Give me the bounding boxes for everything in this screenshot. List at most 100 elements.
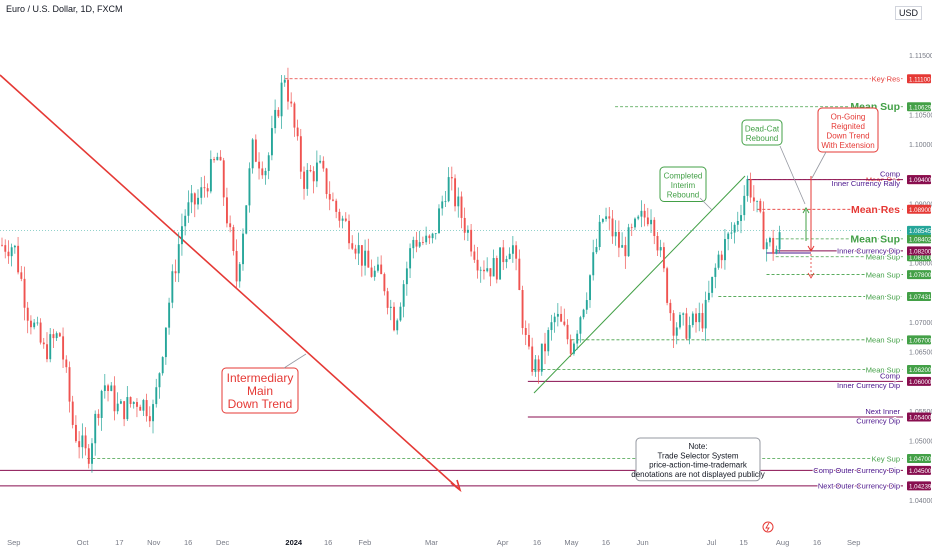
level-value-tag: [907, 234, 931, 244]
level-label: Mean Sup: [866, 292, 900, 301]
candle-body: [630, 227, 633, 229]
x-tick-label: 17: [115, 538, 123, 547]
price-tag-label: 1.08200: [909, 248, 932, 255]
solid-level-value-tag: [907, 465, 931, 475]
price-tag-label: 1.04500: [909, 468, 932, 475]
downtrend-arrowhead: [450, 479, 462, 493]
candle-body: [251, 139, 254, 169]
dead-cat-annotation-text: Dead-Cat: [745, 124, 780, 133]
downtrend-annotation-text: Down Trend: [228, 397, 293, 411]
candle-body: [187, 202, 190, 216]
candle-body: [123, 401, 126, 420]
note-box-text: denotations are not displayed publicly: [631, 470, 764, 479]
candle-body: [682, 313, 685, 315]
candle-body: [765, 242, 768, 250]
candle-body: [113, 385, 116, 412]
x-tick-label: Mar: [425, 538, 438, 547]
level-label: Mean Res: [851, 204, 900, 216]
candle-body: [171, 271, 174, 303]
candle-body: [26, 307, 29, 321]
candle-body: [312, 171, 315, 182]
price-tag-label: 1.04700: [909, 456, 932, 463]
level-label: Mean Sup: [866, 270, 900, 279]
solid-level-value-tag: [907, 481, 931, 491]
candle-body: [428, 235, 431, 239]
candle-body: [235, 250, 238, 282]
candle-body: [691, 313, 694, 326]
candle-body: [524, 328, 527, 335]
level-label: Mean Sup: [866, 365, 900, 374]
candle-body: [492, 258, 495, 277]
completed-pointer: [699, 197, 713, 211]
x-tick-label: Feb: [358, 538, 371, 547]
candle-body: [598, 221, 601, 248]
candle-body: [479, 269, 482, 271]
down-arrow-head: [807, 245, 815, 252]
x-tick-label: 15: [739, 538, 747, 547]
candle-body: [617, 231, 620, 248]
candle-body: [412, 239, 415, 249]
candle-body: [595, 247, 598, 253]
price-tag-label: 1.09400: [909, 177, 932, 184]
x-tick-label: Nov: [147, 538, 161, 547]
candle-body: [226, 197, 228, 224]
candle-body: [7, 251, 10, 257]
candle-body: [71, 401, 74, 425]
candle-body: [364, 250, 367, 266]
candle-body: [537, 359, 540, 372]
candle-body: [332, 199, 334, 201]
candle-body: [646, 217, 649, 225]
candle-body: [772, 237, 775, 254]
candle-body: [736, 221, 739, 225]
price-tag-label: 1.07431: [909, 294, 932, 301]
candle-body: [402, 284, 405, 307]
candle-body: [261, 168, 264, 176]
candle-body: [91, 443, 93, 464]
y-tick-label: 1.11500: [909, 53, 932, 60]
y-tick-label: 1.10500: [909, 112, 932, 119]
solid-level-value-tag: [907, 246, 931, 256]
candle-body: [422, 242, 424, 243]
candle-body: [81, 435, 84, 448]
candle-body: [698, 313, 701, 323]
y-tick-label: 1.07000: [909, 320, 932, 327]
solid-level-label: Next Inner: [865, 407, 900, 416]
candle-body: [229, 223, 232, 228]
candle-body: [534, 359, 537, 372]
x-tick-label: Jul: [707, 538, 717, 547]
candle-body: [740, 215, 742, 222]
candle-body: [502, 247, 505, 263]
level-value-tag: [907, 102, 931, 112]
candle-body: [46, 344, 48, 360]
candle-body: [20, 272, 23, 279]
ongoing-downtrend-annotation-text: Down Trend: [826, 131, 869, 140]
candle-body: [87, 448, 90, 464]
candle-body: [30, 320, 32, 328]
note-box: [635, 437, 761, 482]
currency-button[interactable]: USD: [894, 6, 922, 20]
candle-body: [752, 197, 755, 202]
candle-body: [582, 309, 585, 318]
candle-body: [724, 239, 726, 261]
level-value-tag: [907, 453, 931, 463]
candle-body: [348, 220, 351, 244]
candle-body: [489, 268, 492, 277]
x-tick-label: 16: [184, 538, 192, 547]
candle-body: [611, 218, 614, 237]
candle-body: [139, 406, 142, 411]
last-price-tag: [907, 225, 931, 235]
candle-body: [258, 161, 261, 169]
candle-body: [74, 424, 77, 442]
candle-body: [608, 216, 611, 219]
solid-level-label: Comp: [880, 371, 900, 380]
candle-body: [107, 385, 110, 391]
candle-body: [119, 401, 122, 404]
solid-level-label: Currency Dip: [856, 416, 900, 425]
candle-body: [714, 267, 717, 277]
candle-body: [685, 313, 688, 339]
x-tick-label: Sep: [847, 538, 860, 547]
candle-body: [373, 270, 376, 277]
candle-body: [679, 314, 681, 328]
downtrend-annotation: [221, 367, 299, 414]
candle-body: [270, 128, 273, 156]
